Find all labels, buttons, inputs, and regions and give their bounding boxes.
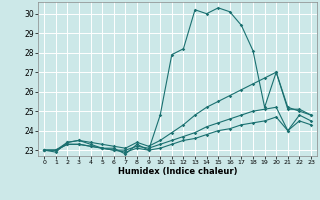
X-axis label: Humidex (Indice chaleur): Humidex (Indice chaleur) [118,167,237,176]
